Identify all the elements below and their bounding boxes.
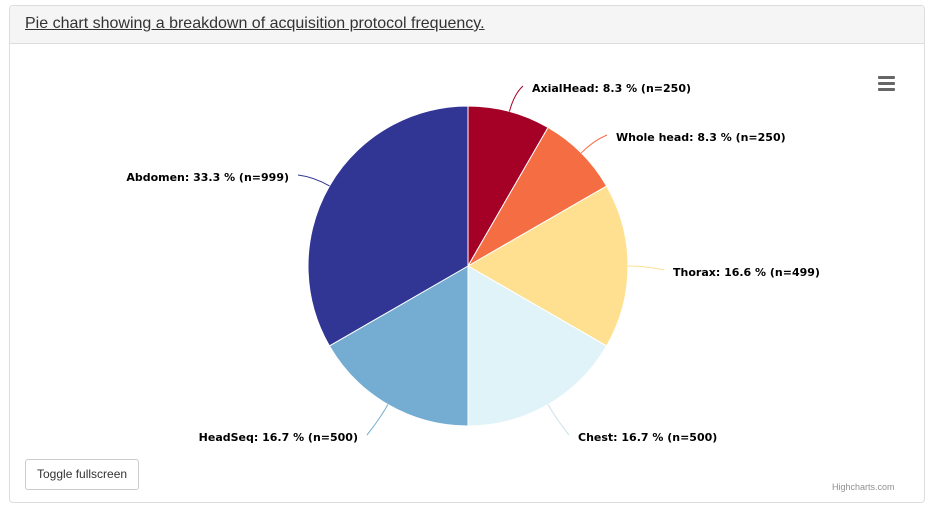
connector-line-whole-head xyxy=(580,134,608,154)
data-label-axialhead: AxialHead: 8.3 % (n=250) xyxy=(532,82,691,95)
hamburger-menu-icon[interactable] xyxy=(878,76,900,94)
pie-slice-chest[interactable] xyxy=(467,265,608,427)
connector-line-chest xyxy=(547,404,570,436)
data-label-chest: Chest: 16.7 % (n=500) xyxy=(578,431,717,444)
data-label-headseq: HeadSeq: 16.7 % (n=500) xyxy=(199,431,358,444)
data-label-thorax: Thorax: 16.6 % (n=499) xyxy=(673,266,820,279)
data-label-whole-head: Whole head: 8.3 % (n=250) xyxy=(616,131,786,144)
connector-line-thorax xyxy=(627,265,665,271)
pie-slice-headseq[interactable] xyxy=(328,265,469,427)
connector-line-headseq xyxy=(366,404,389,436)
chart-panel: Pie chart showing a breakdown of acquisi… xyxy=(9,5,925,503)
connector-line-abdomen xyxy=(297,174,330,187)
highcharts-credits[interactable]: Highcharts.com xyxy=(832,482,895,492)
connector-line-axialhead xyxy=(508,85,524,112)
pie-chart: AxialHead: 8.3 % (n=250) Whole head: 8.3 … xyxy=(126,82,820,444)
toggle-fullscreen-button[interactable]: Toggle fullscreen xyxy=(25,459,140,490)
panel-heading: Pie chart showing a breakdown of acquisi… xyxy=(10,6,924,44)
panel-title[interactable]: Pie chart showing a breakdown of acquisi… xyxy=(25,15,485,32)
pie-slice-abdomen[interactable] xyxy=(307,105,469,347)
data-label-abdomen: Abdomen: 33.3 % (n=999) xyxy=(126,171,289,184)
chart-area: AxialHead: 8.3 % (n=250) Whole head: 8.3 … xyxy=(10,44,924,492)
